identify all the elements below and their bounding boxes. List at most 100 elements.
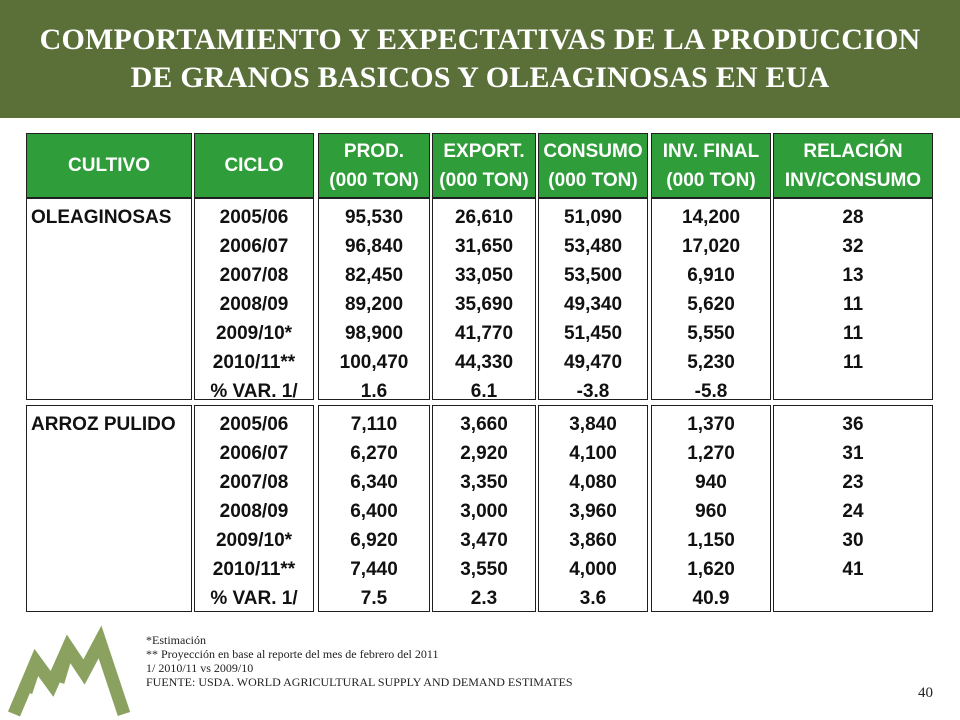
- table-cell-export: 33,050: [454, 265, 514, 286]
- table-cell-inv-final: 1,150: [687, 530, 735, 551]
- table-cell-ciclo: % VAR. 1/: [210, 588, 298, 609]
- table-cell-prod: 96,840: [344, 236, 404, 257]
- table-cell-ciclo: 2007/08: [219, 265, 289, 286]
- table-cell-consumo: 51,450: [563, 323, 623, 344]
- header-relacion-line-2: INV/CONSUMO: [784, 169, 922, 191]
- table-cell-inv-final: 14,200: [681, 207, 741, 228]
- header-prod-line-1: PROD.: [343, 140, 405, 162]
- table-cell-inv-final: 940: [695, 472, 727, 493]
- table-cell-relacion: 31: [842, 443, 864, 464]
- table-cell-prod: 7.5: [360, 588, 388, 609]
- table-cell-inv-final: 960: [695, 501, 727, 522]
- header-prod-line-2: (000 TON): [329, 169, 419, 191]
- header-consumo-line-1: CONSUMO: [543, 140, 643, 162]
- table-cell-relacion: 36: [842, 414, 864, 435]
- table-cell-inv-final: 1,270: [687, 443, 735, 464]
- group-0-col-relacion: 28 32 13 11 11 11: [773, 198, 933, 400]
- footnote-variation: 1/ 2010/11 vs 2009/10: [146, 661, 254, 675]
- header-consumo: CONSUMO (000 TON): [538, 133, 648, 198]
- group-0-col-consumo: 51,090 53,480 53,500 49,340 51,450 49,470 -3.8: [538, 198, 648, 402]
- table-cell-relacion: 11: [842, 323, 864, 344]
- table-cell-prod: 1.6: [360, 381, 388, 402]
- table-cell-relacion: 28: [842, 207, 864, 228]
- group-0-col-export: 26,610 31,650 33,050 35,690 41,770 44,330 6.1: [432, 198, 536, 402]
- page-number: 40: [918, 685, 933, 701]
- header-consumo-line-2: (000 TON): [548, 169, 638, 191]
- table-cell-export: 35,690: [454, 294, 514, 315]
- table-cell-ciclo: 2006/07: [219, 443, 289, 464]
- table-cell-relacion: [774, 584, 932, 613]
- header-relacion-line-1: RELACIÓN: [803, 140, 903, 162]
- table-cell-prod: 82,450: [344, 265, 404, 286]
- table-cell-export: 3,550: [460, 559, 508, 580]
- table-cell-consumo: 51,090: [563, 207, 623, 228]
- group-0-col-prod: 95,530 96,840 82,450 89,200 98,900 100,470 1.6: [318, 198, 430, 402]
- header-ciclo-line-1: CICLO: [224, 155, 284, 176]
- table-cell-consumo: 53,500: [563, 265, 623, 286]
- table-cell-relacion: 30: [842, 530, 864, 551]
- table-cell-consumo: 3,860: [569, 530, 617, 551]
- table-cell-prod: 6,920: [350, 530, 398, 551]
- group-1-col-cultivo: ARROZ PULIDO: [26, 405, 192, 612]
- table-cell-prod: 89,200: [344, 294, 404, 315]
- table-cell-prod: 6,270: [350, 443, 398, 464]
- group-1-col-prod: 7,110 6,270 6,340 6,400 6,920 7,440 7.5: [318, 405, 430, 612]
- table-cell-inv-final: 5,620: [687, 294, 735, 315]
- table-cell-inv-final: -5.8: [694, 381, 728, 402]
- table-cell-consumo: 49,470: [563, 352, 623, 373]
- table-cell-consumo: 49,340: [563, 294, 623, 315]
- header-cultivo-line-1: CULTIVO: [68, 155, 150, 176]
- table-cell-ciclo: 2006/07: [219, 236, 289, 257]
- footnote-source: FUENTE: USDA. WORLD AGRICULTURAL SUPPLY …: [146, 675, 573, 689]
- crop-name: OLEAGINOSAS: [31, 207, 172, 228]
- header-export-line-1: EXPORT.: [443, 140, 525, 162]
- table-cell-ciclo: 2009/10*: [215, 530, 293, 551]
- header-inv-final-line-2: (000 TON): [666, 169, 756, 191]
- page-title-line-1: COMPORTAMIENTO Y EXPECTATIVAS DE LA PROD…: [39, 23, 921, 56]
- footnotes: *Estimación ** Proyección en base al rep…: [146, 633, 573, 689]
- table-cell-export: 3,000: [460, 501, 508, 522]
- table-cell-relacion: 13: [842, 265, 864, 286]
- table-cell-inv-final: 1,620: [687, 559, 735, 580]
- table-cell-prod: 95,530: [344, 207, 404, 228]
- header-export-line-2: (000 TON): [439, 169, 529, 191]
- table-cell-ciclo: 2007/08: [219, 472, 289, 493]
- table-cell-ciclo: 2008/09: [219, 294, 289, 315]
- table-cell-ciclo: % VAR. 1/: [210, 381, 298, 402]
- table-cell-inv-final: 5,230: [687, 352, 735, 373]
- header-cultivo: CULTIVO: [26, 133, 192, 198]
- group-0-col-cultivo: OLEAGINOSAS: [26, 198, 192, 400]
- table-cell-prod: 98,900: [344, 323, 404, 344]
- table-cell-relacion: 24: [842, 501, 864, 522]
- page-title-line-2: DE GRANOS BASICOS Y OLEAGINOSAS EN EUA: [130, 61, 830, 94]
- header-prod: PROD. (000 TON): [318, 133, 430, 198]
- table-cell-consumo: 4,000: [569, 559, 617, 580]
- title-banner: COMPORTAMIENTO Y EXPECTATIVAS DE LA PROD…: [0, 0, 960, 118]
- group-0-col-inv-final: 14,200 17,020 6,910 5,620 5,550 5,230 -5.8: [651, 198, 771, 402]
- header-relacion: RELACIÓN INV/CONSUMO: [773, 133, 933, 198]
- table-cell-export: 41,770: [454, 323, 514, 344]
- table-cell-export: 3,350: [460, 472, 508, 493]
- header-inv-final-line-1: INV. FINAL: [662, 140, 760, 162]
- group-1-col-export: 3,660 2,920 3,350 3,000 3,470 3,550 2.3: [432, 405, 536, 612]
- table-cell-export: 3,470: [460, 530, 508, 551]
- table-cell-inv-final: 6,910: [687, 265, 735, 286]
- table-cell-consumo: 4,080: [569, 472, 617, 493]
- triple-peak-logo-icon: [8, 625, 131, 717]
- table-cell-relacion: 41: [842, 559, 864, 580]
- table-cell-export: 2.3: [470, 588, 498, 609]
- table-cell-relacion: [774, 377, 932, 406]
- table-cell-prod: 100,470: [339, 352, 409, 373]
- table-cell-prod: 6,340: [350, 472, 398, 493]
- header-inv-final: INV. FINAL (000 TON): [651, 133, 771, 198]
- group-1-col-ciclo: 2005/06 2006/07 2007/08 2008/09 2009/10* 2010…: [194, 405, 314, 612]
- table-cell-export: 2,920: [460, 443, 508, 464]
- table-cell-consumo: 53,480: [563, 236, 623, 257]
- table-cell-ciclo: 2010/11**: [212, 352, 296, 373]
- table-cell-export: 31,650: [454, 236, 514, 257]
- table-cell-consumo: 4,100: [569, 443, 617, 464]
- table-cell-export: 6.1: [470, 381, 498, 402]
- group-0-col-ciclo: 2005/06 2006/07 2007/08 2008/09 2009/10* 2010…: [194, 198, 314, 402]
- header-export: EXPORT. (000 TON): [432, 133, 536, 198]
- table-cell-ciclo: 2010/11**: [212, 559, 296, 580]
